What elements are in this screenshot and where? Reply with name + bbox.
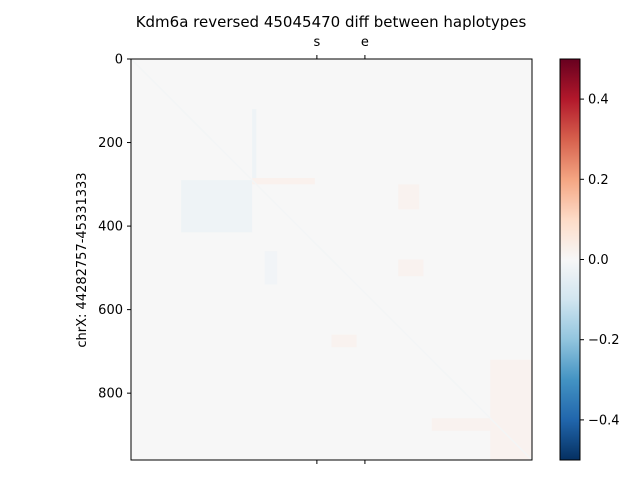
colorbar-tick-label: −0.4 (588, 413, 620, 428)
heatmap-diagonal (131, 59, 532, 460)
colorbar-tick-label: −0.2 (588, 333, 620, 348)
y-axis-label: chrX: 44282757-45331333 (75, 172, 90, 347)
y-tick-label: 200 (98, 136, 123, 151)
top-tick-label: s (313, 35, 320, 50)
heatmap-block (252, 178, 315, 185)
y-tick-label: 800 (98, 387, 123, 402)
heatmap-block (181, 180, 253, 233)
colorbar-gradient (560, 59, 580, 460)
y-tick-label: 400 (98, 220, 123, 235)
y-axis: 0 200 400 600 800 (98, 53, 131, 402)
heatmap-block (252, 109, 257, 179)
colorbar-tick-label: 0.0 (588, 253, 609, 268)
heatmap-block (490, 359, 532, 460)
colorbar-tick-label: 0.2 (588, 173, 609, 188)
heatmap-block (331, 334, 357, 348)
colorbar-tick-label: 0.4 (588, 93, 609, 108)
heatmap-block (431, 418, 491, 431)
colorbar: −0.4 −0.2 0.0 0.2 0.4 (559, 58, 620, 461)
heatmap-block (398, 184, 420, 210)
plot-frame (130, 58, 533, 461)
heatmap-plot-area (130, 58, 533, 461)
heatmap-block (264, 251, 278, 285)
y-tick-label: 600 (98, 303, 123, 318)
top-tick-label: e (361, 35, 369, 50)
y-tick-label: 0 (115, 53, 123, 68)
heatmap-block (398, 259, 424, 277)
chart-title: Kdm6a reversed 45045470 diff between hap… (136, 13, 527, 31)
